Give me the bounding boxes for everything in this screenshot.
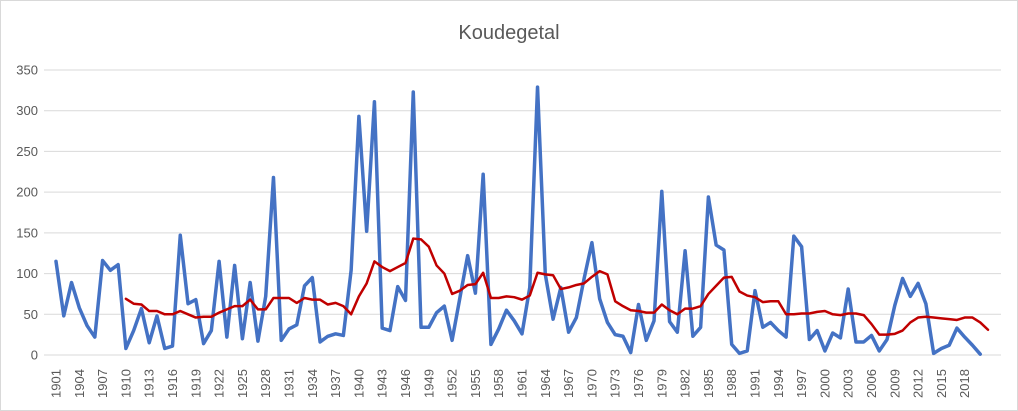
x-tick-label: 1901 bbox=[49, 369, 64, 398]
x-tick-label: 1973 bbox=[608, 369, 623, 398]
x-tick-label: 1970 bbox=[584, 369, 599, 398]
x-tick-label: 1937 bbox=[328, 369, 343, 398]
x-tick-label: 1964 bbox=[538, 369, 553, 398]
y-tick-label: 150 bbox=[16, 225, 38, 240]
x-axis-ticks: 1901 1904 1907 1910 1913 1916 1919 1922 1925 1928… bbox=[49, 369, 973, 398]
x-tick-label: 2012 bbox=[911, 369, 926, 398]
x-tick-label: 1913 bbox=[142, 369, 157, 398]
x-tick-label: 1949 bbox=[421, 369, 436, 398]
series-lines bbox=[54, 85, 990, 356]
x-tick-label: 1934 bbox=[305, 369, 320, 398]
x-tick-label: 1925 bbox=[235, 369, 250, 398]
x-tick-label: 1997 bbox=[794, 369, 809, 398]
x-tick-label: 1946 bbox=[398, 369, 413, 398]
series-line-2 bbox=[124, 237, 990, 336]
x-tick-label: 1931 bbox=[282, 369, 297, 398]
x-tick-label: 1961 bbox=[515, 369, 530, 398]
x-tick-label: 1988 bbox=[724, 369, 739, 398]
x-tick-label: 2009 bbox=[887, 369, 902, 398]
x-tick-label: 1907 bbox=[95, 369, 110, 398]
x-tick-label: 1922 bbox=[212, 369, 227, 398]
x-tick-label: 1991 bbox=[748, 369, 763, 398]
x-tick-label: 2018 bbox=[957, 369, 972, 398]
x-tick-label: 1979 bbox=[654, 369, 669, 398]
chart-title: Koudegetal bbox=[458, 22, 560, 44]
x-tick-label: 1928 bbox=[258, 369, 273, 398]
x-tick-label: 1919 bbox=[188, 369, 203, 398]
y-tick-label: 300 bbox=[16, 103, 38, 118]
x-tick-label: 1985 bbox=[701, 369, 716, 398]
x-tick-label: 1976 bbox=[631, 369, 646, 398]
x-tick-label: 2003 bbox=[841, 369, 856, 398]
gridlines bbox=[44, 69, 1001, 356]
x-tick-label: 1952 bbox=[445, 369, 460, 398]
x-tick-label: 2000 bbox=[817, 369, 832, 398]
x-tick-label: 1916 bbox=[165, 369, 180, 398]
x-tick-label: 1982 bbox=[678, 369, 693, 398]
y-tick-label: 0 bbox=[31, 348, 38, 363]
x-tick-label: 1958 bbox=[491, 369, 506, 398]
x-tick-label: 1940 bbox=[351, 369, 366, 398]
x-tick-label: 2015 bbox=[934, 369, 949, 398]
x-tick-label: 2006 bbox=[864, 369, 879, 398]
x-tick-label: 1904 bbox=[72, 369, 87, 398]
y-tick-label: 200 bbox=[16, 185, 38, 200]
y-tick-label: 250 bbox=[16, 144, 38, 159]
y-tick-label: 350 bbox=[16, 63, 38, 78]
y-tick-label: 50 bbox=[24, 307, 38, 322]
y-tick-label: 100 bbox=[16, 266, 38, 281]
x-tick-label: 1994 bbox=[771, 369, 786, 398]
x-tick-label: 1910 bbox=[118, 369, 133, 398]
series-line-1 bbox=[54, 85, 982, 356]
x-tick-label: 1967 bbox=[561, 369, 576, 398]
x-tick-label: 1943 bbox=[375, 369, 390, 398]
y-axis-ticks: 0 50 100 150 200 250 300 350 bbox=[16, 63, 38, 363]
x-tick-label: 1955 bbox=[468, 369, 483, 398]
